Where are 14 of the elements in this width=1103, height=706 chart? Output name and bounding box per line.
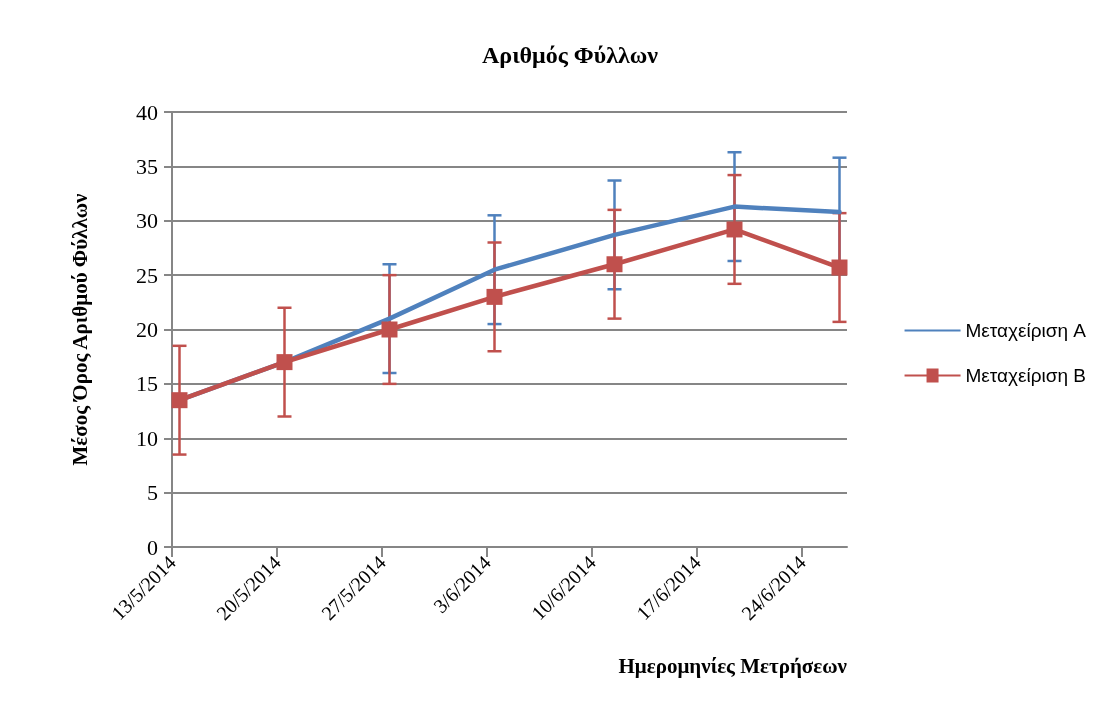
y-tick-label: 35	[136, 153, 158, 179]
legend-label: Μεταχείριση B	[965, 365, 1087, 386]
y-tick-label: 20	[136, 317, 158, 342]
y-tick-label: 25	[136, 262, 158, 288]
x-axis-title: Ημερομηνίες Μετρήσεων	[618, 653, 848, 678]
y-tick-label: 30	[136, 208, 158, 234]
y-tick-label: 0	[147, 534, 158, 560]
legend-label: Μεταχείριση A	[965, 320, 1087, 341]
y-tick-label: 40	[136, 99, 158, 125]
y-tick-label: 10	[136, 425, 158, 451]
y-axis-title: Μέσος Όρος Αριθμού Φύλλων	[67, 192, 92, 466]
y-tick-label: 5	[147, 480, 158, 506]
y-tick-label: 15	[136, 371, 158, 397]
chart-title: Αριθμός Φύλλων	[481, 42, 659, 68]
